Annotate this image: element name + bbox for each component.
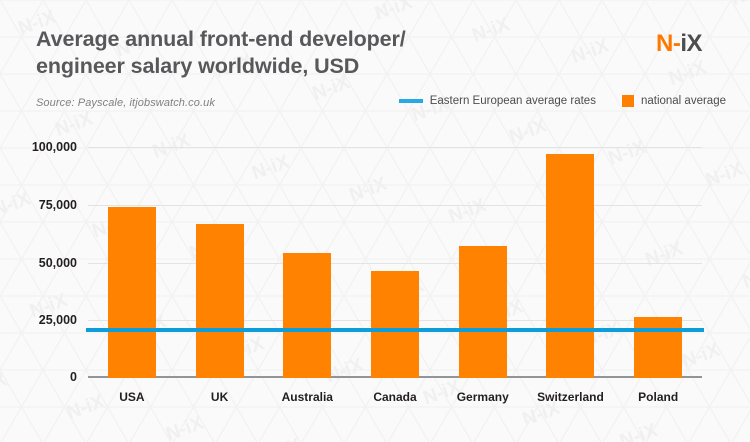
logo-letter-n: N [655,30,673,57]
legend-box-swatch-icon [621,95,634,107]
bar-switzerland[interactable] [546,153,595,378]
x-label-switzerland: Switzerland [537,390,604,404]
chart-header: Average annual front-end developer/ engi… [36,26,726,81]
legend-label: Eastern European average rates [429,95,596,107]
y-tick-label-50000: 50,000 [38,255,77,270]
bar-uk[interactable] [195,224,244,378]
gridline-75000: 75,000 [39,198,702,212]
bar-canada[interactable] [371,270,420,378]
bar-group-poland [614,147,702,378]
logo-letters-ix: iX [680,30,702,57]
y-tick-label-25000: 25,000 [38,313,77,328]
bar-group-canada [351,147,439,378]
legend-item-eastern-european[interactable]: Eastern European average rates [398,95,596,107]
x-label-australia: Australia [281,390,333,404]
x-axis-labels: USA UK Australia Canada Germany Switzerl… [88,390,702,404]
bar-group-switzerland [527,147,615,378]
x-label-usa: USA [119,390,145,404]
bar-group-germany [439,147,527,378]
bar-usa[interactable] [107,207,156,378]
plot-area: 100,000 75,000 50,000 25,000 0 [32,140,704,384]
bar-germany[interactable] [458,246,507,378]
x-label-uk: UK [210,390,229,404]
legend-line-swatch-icon [398,99,423,103]
bar-australia[interactable] [283,253,332,378]
gridline-100000: 100,000 [32,140,702,154]
bar-poland[interactable] [634,316,683,378]
legend-item-national-average[interactable]: national average [621,95,726,107]
bar-series [88,147,702,378]
logo-dash: - [672,30,681,57]
x-label-poland: Poland [638,390,679,404]
chart-legend: Eastern European average rates national … [398,95,726,107]
y-tick-label-100000: 100,000 [31,140,77,154]
x-label-canada: Canada [373,390,417,404]
source-note: Source: Payscale, itjobswatch.co.uk [36,97,215,109]
eastern-european-average-line[interactable] [86,327,704,332]
gridline-50000: 50,000 [39,256,702,270]
x-label-germany: Germany [456,390,509,404]
page-title: Average annual front-end developer/ engi… [36,27,406,79]
bar-group-uk [176,147,264,378]
y-tick-label-0: 0 [70,369,77,384]
legend-label: national average [640,95,726,107]
bar-group-australia [263,147,351,378]
y-tick-label-75000: 75,000 [38,197,77,212]
niX-logo: N-iX [655,30,703,58]
bar-group-usa [88,147,176,378]
